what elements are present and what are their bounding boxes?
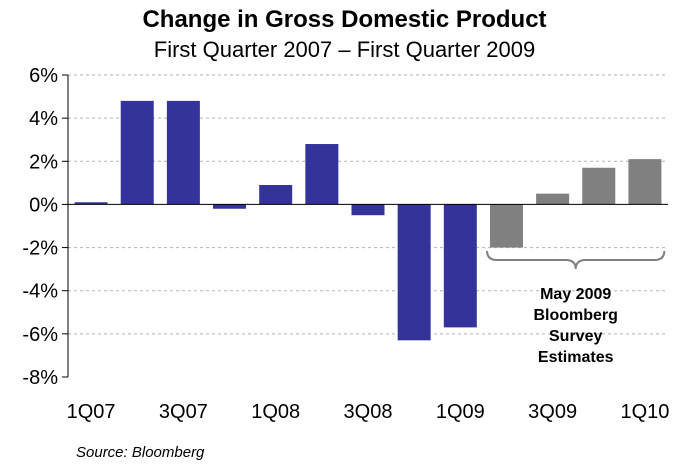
bar-1Q09 bbox=[443, 204, 477, 328]
y-tick-label: 0% bbox=[29, 194, 58, 216]
x-tick-label: 1Q08 bbox=[251, 401, 300, 423]
chart-title: Change in Gross Domestic Product bbox=[142, 6, 547, 33]
x-tick-label: 3Q07 bbox=[159, 401, 208, 423]
x-tick-label: 3Q09 bbox=[528, 401, 577, 423]
x-tick-label: 1Q10 bbox=[620, 401, 669, 423]
annotation-brace bbox=[486, 250, 666, 270]
y-tick-label: 6% bbox=[29, 65, 58, 87]
bar-3Q09 bbox=[536, 193, 570, 205]
y-tick-label: 2% bbox=[29, 151, 58, 173]
annotation-text: Bloomberg bbox=[533, 307, 617, 324]
y-tick-label: -6% bbox=[22, 324, 58, 346]
x-tick-label: 3Q08 bbox=[344, 401, 393, 423]
bar-2Q07 bbox=[120, 100, 154, 205]
bar-1Q08 bbox=[259, 185, 293, 205]
bar-2Q08 bbox=[305, 144, 339, 205]
bar-1Q10 bbox=[628, 159, 662, 205]
bar-4Q07 bbox=[213, 204, 247, 209]
bar-1Q07 bbox=[74, 202, 108, 205]
bar-3Q08 bbox=[351, 204, 385, 216]
x-tick-label: 1Q09 bbox=[436, 401, 485, 423]
y-tick-label: -8% bbox=[22, 367, 58, 389]
annotation-text: May 2009 bbox=[540, 286, 611, 303]
bar-4Q08 bbox=[397, 204, 431, 341]
chart-subtitle: First Quarter 2007 – First Quarter 2009 bbox=[153, 37, 536, 62]
y-tick-label: -4% bbox=[22, 281, 58, 303]
bar-2Q09 bbox=[489, 204, 523, 248]
y-tick-label: 4% bbox=[29, 108, 58, 130]
annotation-text: Estimates bbox=[538, 349, 614, 366]
x-tick-label: 1Q07 bbox=[67, 401, 116, 423]
y-tick-label: -2% bbox=[22, 238, 58, 260]
bar-4Q09 bbox=[582, 167, 616, 205]
annotation-text: Survey bbox=[549, 328, 602, 345]
source-note: Source: Bloomberg bbox=[76, 444, 205, 461]
bar-3Q07 bbox=[166, 100, 200, 205]
